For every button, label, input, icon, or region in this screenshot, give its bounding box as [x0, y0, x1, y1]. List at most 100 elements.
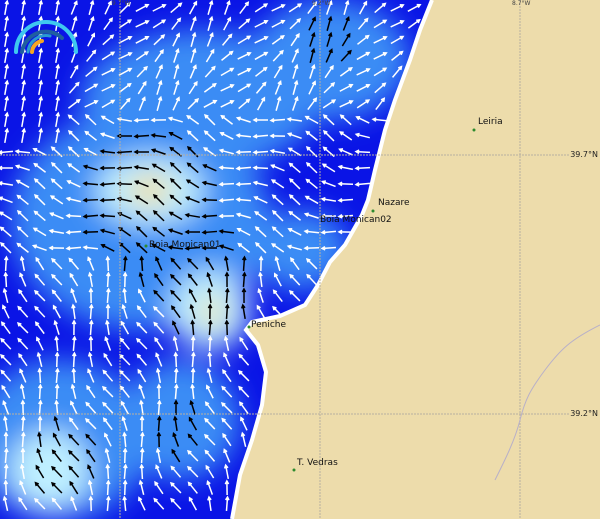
- place-peniche[interactable]: Peniche: [251, 320, 287, 330]
- wind-arrow: [221, 417, 233, 430]
- wind-arrow: [49, 212, 64, 220]
- wind-arrow: [21, 0, 27, 16]
- wind-arrow: [16, 321, 29, 334]
- wind-arrow: [4, 0, 10, 16]
- wind-arrow: [17, 337, 29, 350]
- wind-arrow: [119, 385, 130, 398]
- wind-arrow: [204, 449, 216, 462]
- wind-arrow: [224, 319, 230, 336]
- wind-arrow: [104, 0, 112, 15]
- wind-arrow: [66, 180, 81, 188]
- wind-arrow: [205, 384, 214, 399]
- wind-arrow: [32, 227, 47, 237]
- wind-arrow: [356, 99, 371, 109]
- wind-arrow: [238, 353, 250, 366]
- wind-arrow: [288, 177, 301, 190]
- wind-arrow: [202, 164, 217, 172]
- wind-arrow: [305, 257, 318, 270]
- wind-arrow: [269, 133, 286, 139]
- wind-arrow: [4, 95, 10, 112]
- wind-arrow: [139, 463, 145, 480]
- wind-arrow: [118, 52, 133, 60]
- wind-arrow: [82, 245, 99, 250]
- wind-arrow: [152, 193, 165, 206]
- wind-arrow: [16, 242, 29, 253]
- wind-arrow: [2, 304, 10, 319]
- wind-arrow: [4, 47, 10, 64]
- wind-arrow: [185, 179, 200, 189]
- wind-arrow: [68, 417, 79, 431]
- wind-arrow: [184, 229, 201, 235]
- wind-arrow: [140, 431, 145, 448]
- wind-arrow: [292, 63, 299, 79]
- wind-arrow: [203, 82, 217, 93]
- longitude-label: 8.7°W: [512, 0, 531, 7]
- wind-arrow: [170, 497, 182, 510]
- wind-arrow: [68, 465, 80, 478]
- wind-arrow: [120, 400, 130, 415]
- wind-arrow: [105, 271, 111, 288]
- wind-arrow: [272, 49, 284, 62]
- wind-arrow: [137, 368, 147, 383]
- wind-arrow: [187, 449, 199, 462]
- wind-arrow: [308, 80, 316, 95]
- wind-arrow: [207, 15, 214, 31]
- wind-arrow: [224, 495, 230, 512]
- wind-arrow: [19, 480, 27, 495]
- wind-arrow: [254, 241, 267, 254]
- wind-arrow: [220, 401, 233, 414]
- wind-arrow: [305, 178, 318, 189]
- place-leiria[interactable]: Leiria: [478, 117, 503, 127]
- wind-arrow: [139, 399, 144, 416]
- wind-arrow: [34, 273, 46, 286]
- wind-arrow: [154, 48, 164, 63]
- wind-arrow: [133, 117, 150, 123]
- wind-arrow: [2, 399, 10, 415]
- wind-arrow: [105, 303, 111, 320]
- wind-arrow: [271, 194, 284, 206]
- wind-arrow: [223, 0, 231, 15]
- wind-arrow: [373, 67, 388, 77]
- wind-arrow: [222, 368, 232, 383]
- wind-arrow: [223, 352, 231, 367]
- wind-arrow: [0, 353, 12, 366]
- wind-arrow: [201, 197, 218, 203]
- wind-arrow: [270, 243, 285, 253]
- wind-speed-zone: [250, 0, 410, 120]
- wind-arrow: [309, 31, 316, 47]
- wind-arrow: [33, 497, 46, 510]
- wind-arrow: [102, 417, 113, 431]
- wind-arrow: [218, 229, 235, 234]
- wind-arrow: [223, 16, 232, 31]
- place-t-vedras[interactable]: T. Vedras: [297, 458, 338, 468]
- wind-arrow: [241, 287, 247, 304]
- wind-arrow: [33, 289, 46, 302]
- place-nazare[interactable]: Nazare: [378, 198, 410, 208]
- buoy-monican02[interactable]: Boia Monican02: [320, 215, 392, 225]
- wind-arrow: [206, 32, 214, 47]
- wind-arrow: [139, 255, 145, 272]
- wind-arrow: [203, 130, 216, 142]
- wind-arrow: [18, 288, 28, 303]
- wind-arrow: [322, 114, 335, 126]
- wind-arrow: [51, 257, 63, 270]
- wind-arrow: [20, 415, 26, 432]
- wind-arrow: [220, 114, 234, 125]
- wind-arrow: [235, 149, 252, 155]
- wind-arrow: [303, 245, 320, 251]
- wind-arrow: [222, 432, 232, 447]
- wind-arrow: [220, 100, 235, 108]
- wind-arrow: [105, 463, 111, 480]
- wind-arrow: [71, 303, 76, 320]
- wind-arrow: [374, 82, 387, 94]
- wind-arrow: [50, 178, 63, 190]
- wind-arrow: [21, 15, 27, 32]
- wind-arrow: [255, 66, 268, 77]
- buoy-monican01[interactable]: Boia Monican01: [149, 240, 221, 250]
- wind-arrow: [238, 98, 251, 110]
- wind-arrow: [55, 95, 61, 112]
- wind-arrow: [122, 431, 127, 448]
- wind-arrow: [84, 83, 99, 93]
